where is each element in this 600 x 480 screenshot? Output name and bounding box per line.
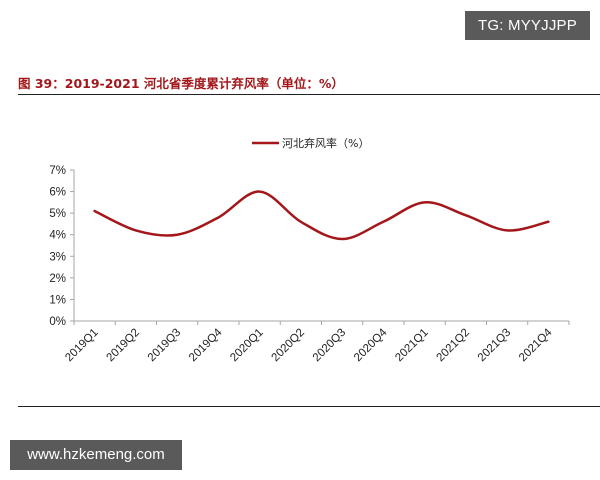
x-tick-label: 2021Q3 <box>476 327 513 364</box>
series-line-hebei <box>93 190 550 241</box>
legend-label: 河北弃风率（%） <box>282 136 369 150</box>
x-tick-label: 2019Q4 <box>187 326 225 364</box>
title-divider <box>18 94 600 95</box>
figure-title: 图 39：2019-2021 河北省季度累计弃风率（单位：%） <box>18 76 344 91</box>
y-tick-label: 4% <box>49 230 66 242</box>
y-tick-label: 2% <box>49 273 66 285</box>
watermark-top-badge: TG: MYYJJPP <box>465 11 590 40</box>
y-tick-label: 1% <box>49 294 66 306</box>
y-tick-label: 5% <box>49 208 66 220</box>
chart-legend: 河北弃风率（%） <box>252 136 369 150</box>
x-tick-label: 2019Q2 <box>105 327 142 364</box>
x-tick-label: 2020Q2 <box>270 327 307 364</box>
x-tick-label: 2021Q1 <box>393 327 430 364</box>
y-axis: 0% 1% 2% 3% 4% 5% 6% 7% <box>49 165 75 328</box>
x-tick-label: 2020Q1 <box>228 327 265 364</box>
x-tick-label: 2020Q3 <box>311 327 348 364</box>
y-tick-label: 0% <box>49 316 66 328</box>
x-tick-label: 2019Q1 <box>63 327 100 364</box>
y-tick-label: 3% <box>49 251 66 263</box>
x-axis: 2019Q1 2019Q2 2019Q3 2019Q4 2020Q1 2020Q2 2020… <box>63 320 570 364</box>
y-tick-label: 6% <box>49 187 66 199</box>
x-tick-label: 2021Q4 <box>517 326 555 364</box>
watermark-bottom-badge: www.hzkemeng.com <box>10 440 182 470</box>
x-tick-label: 2021Q2 <box>435 327 472 364</box>
y-tick-label: 7% <box>49 165 66 177</box>
x-tick-label: 2020Q4 <box>352 326 390 364</box>
x-tick-label: 2019Q3 <box>146 327 183 364</box>
footer-divider <box>18 406 600 407</box>
